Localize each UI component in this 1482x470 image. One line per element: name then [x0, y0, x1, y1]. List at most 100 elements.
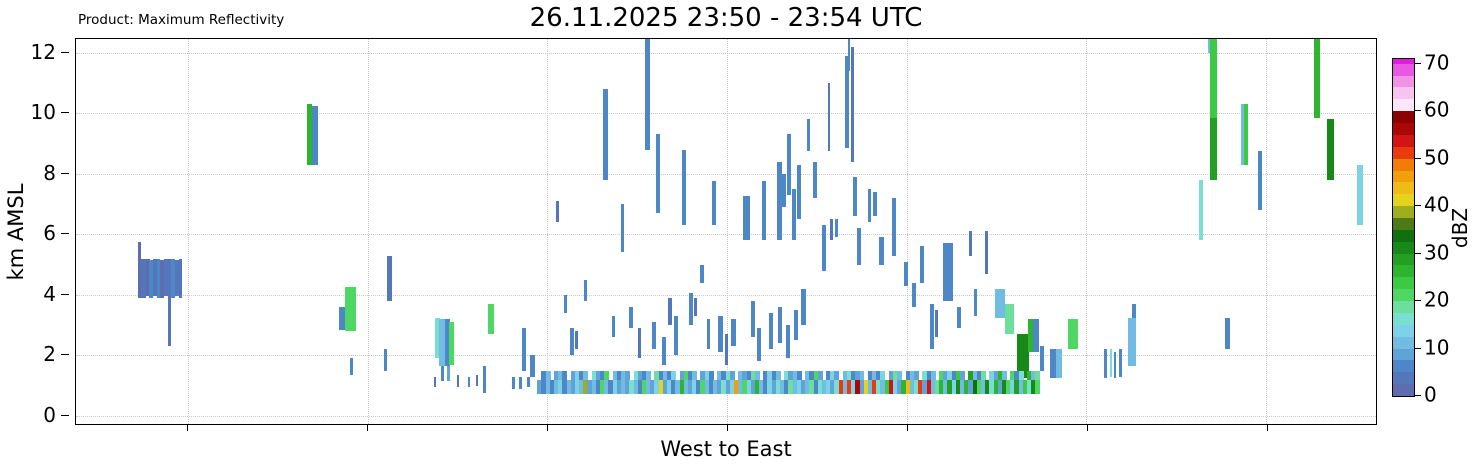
echo-bar [725, 370, 731, 380]
echo-bar [1010, 379, 1016, 394]
echo-bar [729, 370, 735, 380]
echo-bar [675, 379, 681, 394]
v-gridline [1086, 39, 1088, 424]
colorbar-segment [1393, 336, 1414, 349]
echo-bar [556, 201, 559, 223]
echo-bar [637, 379, 643, 394]
colorbar-segment [1393, 75, 1414, 88]
colorbar-label: dBZ [1448, 207, 1472, 249]
echo-bar [847, 39, 850, 71]
v-gridline [367, 39, 369, 424]
v-gridline [547, 39, 549, 424]
echo-bar [746, 379, 752, 394]
echo-bar [530, 355, 535, 377]
echo-bar [519, 376, 522, 389]
echo-bar [763, 370, 769, 380]
echo-bar [1114, 352, 1117, 379]
echo-bar [641, 370, 647, 380]
echo-bar [662, 337, 667, 365]
echo-bar [947, 379, 953, 394]
echo-bar [433, 376, 436, 388]
colorbar-segment [1393, 253, 1414, 266]
echo-bar [637, 370, 643, 380]
echo-bar [913, 379, 919, 394]
echo-bar [775, 370, 781, 380]
y-tick-label: 10 [30, 100, 56, 125]
echo-bar [980, 379, 986, 394]
echo-bar [1209, 39, 1217, 118]
x-tick-mark [546, 424, 548, 431]
echo-bar [893, 370, 898, 380]
echo-bar [855, 370, 861, 380]
echo-bar [788, 370, 794, 380]
colorbar-segment [1393, 181, 1414, 195]
echo-bar [1055, 349, 1062, 379]
echo-bar [562, 370, 568, 380]
x-tick-mark [367, 424, 369, 431]
y-tick-mark [61, 112, 69, 114]
echo-bar [884, 379, 890, 394]
echo-bar [905, 379, 911, 394]
echo-bar [791, 188, 797, 241]
echo-bar [771, 379, 777, 394]
echo-bar [943, 243, 954, 301]
echo-bar [951, 370, 957, 380]
echo-bar [1049, 349, 1057, 379]
echo-bar [545, 370, 551, 380]
echo-bar [876, 370, 882, 380]
echo-bar [651, 322, 656, 350]
echo-bar [662, 379, 668, 394]
echo-bar [960, 379, 965, 394]
echo-bar [574, 331, 578, 350]
echo-bar [654, 370, 660, 380]
echo-bar [880, 379, 886, 394]
echo-bar [784, 379, 790, 394]
colorbar-segment [1393, 288, 1414, 302]
echo-bar [955, 370, 961, 380]
echo-bar [604, 379, 610, 394]
y-tick-label: 0 [43, 403, 56, 427]
echo-bar [645, 39, 650, 150]
colorbar-segment [1393, 383, 1414, 396]
x-tick-mark [906, 424, 908, 431]
echo-bar [872, 191, 877, 217]
echo-bar [558, 379, 564, 394]
echo-bar [867, 370, 873, 380]
echo-bar [583, 379, 589, 394]
echo-bar [483, 366, 486, 394]
echo-bar [897, 370, 903, 380]
colorbar-segment [1393, 264, 1414, 278]
h-gridline [76, 113, 1376, 115]
echo-bar [435, 317, 440, 359]
echo-bar [718, 316, 723, 353]
colorbar-tick-label: 50 [1424, 145, 1450, 170]
echo-bar [553, 379, 559, 394]
echo-bar [847, 379, 852, 394]
echo-bar [930, 379, 936, 394]
echo-bar [863, 379, 869, 394]
echo-bar [989, 370, 995, 380]
echo-bar [650, 379, 656, 394]
colorbar-segment [1393, 98, 1414, 112]
echo-bar [892, 197, 897, 256]
echo-bar [842, 370, 848, 380]
echo-bar [721, 370, 727, 380]
x-axis-label: West to East [660, 437, 792, 461]
echo-bar [904, 261, 909, 286]
h-gridline [76, 52, 1376, 54]
echo-bar [468, 376, 471, 388]
echo-bar [926, 379, 932, 394]
echo-bar [667, 379, 672, 394]
echo-bar [1031, 379, 1037, 394]
echo-bar [488, 303, 494, 335]
echo-bar [658, 370, 664, 380]
colorbar-segment [1393, 229, 1414, 242]
echo-bar [980, 370, 986, 380]
colorbar-tick-label: 30 [1424, 240, 1450, 265]
echo-bar [1035, 370, 1041, 380]
h-gridline [76, 173, 1376, 175]
echo-bar [995, 288, 1006, 318]
echo-bar [976, 379, 982, 394]
echo-bar [1240, 104, 1245, 165]
echo-bar [608, 379, 614, 394]
